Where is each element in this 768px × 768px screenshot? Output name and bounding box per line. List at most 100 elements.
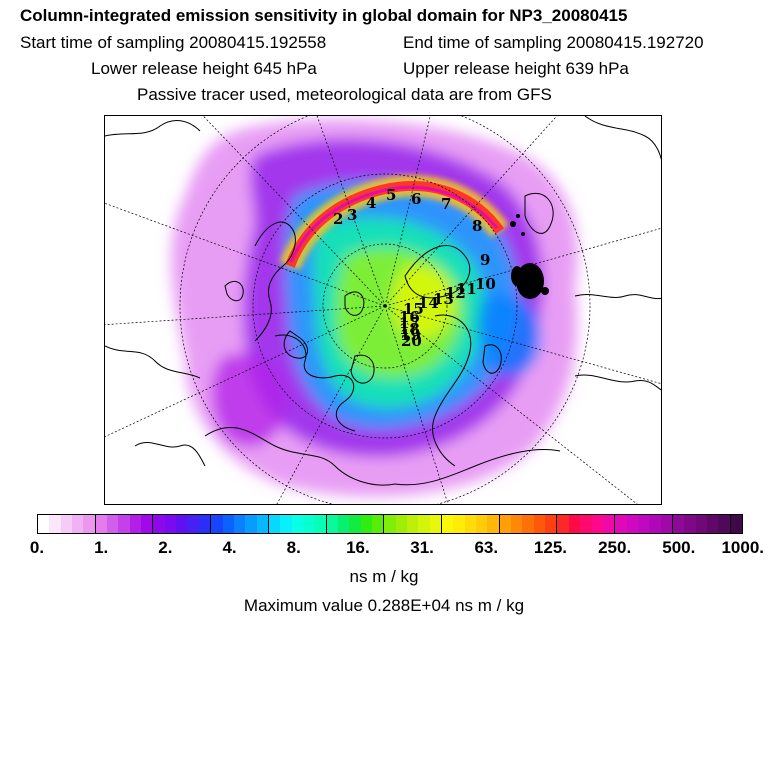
color-scale-cell bbox=[614, 515, 627, 533]
end-time-label: End time of sampling 20080415.192720 bbox=[403, 33, 704, 52]
trajectory-label: 7 bbox=[441, 195, 451, 213]
color-scale-cell bbox=[487, 515, 499, 533]
color-scale-cell bbox=[360, 515, 372, 533]
color-scale-cell bbox=[649, 515, 661, 533]
trajectory-label: 2 bbox=[333, 210, 343, 228]
color-scale-cell bbox=[49, 515, 61, 533]
color-scale-cell bbox=[660, 515, 672, 533]
color-scale-cell bbox=[72, 515, 84, 533]
color-scale-tick-label: 500. bbox=[662, 538, 696, 557]
trajectory-label: 20 bbox=[401, 332, 422, 350]
color-scale-cell bbox=[453, 515, 465, 533]
sensitivity-map: 2 3 4 5 6 7 8 9 10 11 12 13 14 15 16 17 … bbox=[104, 115, 662, 505]
color-scale-cell bbox=[441, 515, 454, 533]
trajectory-label: 12 bbox=[445, 284, 466, 302]
color-scale-cell bbox=[302, 515, 315, 533]
color-scale-tick-label: 250. bbox=[598, 538, 632, 557]
color-scale-cell bbox=[383, 515, 396, 533]
release-region bbox=[510, 214, 549, 299]
color-scale-cell bbox=[602, 515, 615, 533]
color-scale-tick-label: 16. bbox=[346, 538, 370, 557]
color-scale-cell bbox=[407, 515, 419, 533]
start-time-label: Start time of sampling 20080415.192558 bbox=[20, 33, 327, 52]
color-scale-cell bbox=[671, 515, 685, 533]
color-scale-cell bbox=[314, 515, 326, 533]
color-scale-cell bbox=[349, 515, 361, 533]
trajectory-label: 11 bbox=[456, 280, 477, 298]
color-scale-cell bbox=[476, 515, 488, 533]
color-scale-cell bbox=[511, 515, 523, 533]
color-scale-cell bbox=[429, 515, 442, 533]
color-scale-tick-label: 1000. bbox=[721, 538, 764, 557]
color-scale-cell bbox=[637, 515, 650, 533]
color-scale-cell bbox=[522, 515, 534, 533]
graticule bbox=[105, 116, 661, 504]
trajectory-label: 8 bbox=[472, 217, 482, 235]
color-scale-cell bbox=[267, 515, 281, 533]
color-scale-cell bbox=[371, 515, 384, 533]
color-scale-cell bbox=[280, 515, 292, 533]
color-scale-tick-label: 0. bbox=[29, 538, 45, 557]
coastlines bbox=[105, 116, 661, 486]
trajectory-labels: 2 3 4 5 6 7 8 9 10 11 12 13 14 15 16 17 … bbox=[333, 186, 496, 350]
color-scale-cell bbox=[233, 515, 246, 533]
color-scale-cell bbox=[580, 515, 592, 533]
color-scale-cell bbox=[129, 515, 142, 533]
color-scale-cell bbox=[706, 515, 719, 533]
color-scale-cell bbox=[222, 515, 234, 533]
color-scale-cell bbox=[695, 515, 707, 533]
color-scale-cell bbox=[545, 515, 557, 533]
trajectory-label: 17 bbox=[399, 314, 420, 332]
color-scale-cell bbox=[684, 515, 696, 533]
trajectory-label: 16 bbox=[399, 308, 420, 326]
color-scale-cell bbox=[464, 515, 477, 533]
trajectory-label: 13 bbox=[433, 290, 454, 308]
color-scale-tick-label: 4. bbox=[222, 538, 237, 557]
sensitivity-plume bbox=[279, 174, 509, 271]
color-scale-cell bbox=[533, 515, 546, 533]
color-scale-cell bbox=[187, 515, 199, 533]
color-scale-cell bbox=[176, 515, 188, 533]
color-scale-cell bbox=[210, 515, 223, 533]
color-scale-cell bbox=[418, 515, 430, 533]
color-scale-cell bbox=[718, 515, 730, 533]
color-scale-tick-label: 8. bbox=[286, 538, 301, 557]
color-scale-tick-label: 125. bbox=[533, 538, 567, 557]
color-scale-tick-label: 31. bbox=[410, 538, 434, 557]
color-scale-cell bbox=[198, 515, 211, 533]
color-scale-cell bbox=[556, 515, 569, 533]
color-scale-cell bbox=[141, 515, 153, 533]
color-scale-tick-label: 63. bbox=[474, 538, 499, 557]
color-scale-cell bbox=[395, 515, 407, 533]
color-scale-cell bbox=[325, 515, 338, 533]
maximum-value-label: Maximum value 0.288E+04 ns m / kg bbox=[243, 596, 525, 615]
plot-title: Column-integrated emission sensitivity i… bbox=[20, 6, 628, 25]
color-scale-cell bbox=[568, 515, 581, 533]
trajectory-label: 14 bbox=[418, 294, 439, 312]
color-scale-cell bbox=[245, 515, 257, 533]
trajectory-label: 18 bbox=[399, 320, 420, 338]
color-scale-cell bbox=[107, 515, 119, 533]
color-scale-cell bbox=[729, 515, 742, 533]
upper-release-label: Upper release height 639 hPa bbox=[403, 59, 629, 78]
units-label: ns m / kg bbox=[349, 567, 419, 586]
color-scale-cell bbox=[591, 515, 603, 533]
color-scale-cell bbox=[498, 515, 512, 533]
map-canvas: 2 3 4 5 6 7 8 9 10 11 12 13 14 15 16 17 … bbox=[105, 116, 661, 504]
trajectory-label: 15 bbox=[403, 300, 424, 318]
color-scale-cell bbox=[38, 515, 50, 533]
color-scale-cell bbox=[152, 515, 165, 533]
color-scale-cell bbox=[83, 515, 95, 533]
color-scale-cell bbox=[60, 515, 73, 533]
lower-release-label: Lower release height 645 hPa bbox=[91, 59, 317, 78]
trajectory-label: 4 bbox=[366, 194, 376, 212]
trajectory-label: 3 bbox=[347, 206, 357, 224]
color-scale-tick-label: 2. bbox=[158, 538, 173, 557]
trajectory-label: 6 bbox=[411, 190, 421, 208]
color-scale-bar bbox=[37, 514, 743, 534]
trajectory-label: 9 bbox=[480, 251, 490, 269]
trajectory-label: 10 bbox=[475, 275, 496, 293]
color-scale-cell bbox=[256, 515, 268, 533]
tracer-note: Passive tracer used, meteorological data… bbox=[137, 85, 552, 104]
trajectory-label: 5 bbox=[386, 186, 396, 204]
